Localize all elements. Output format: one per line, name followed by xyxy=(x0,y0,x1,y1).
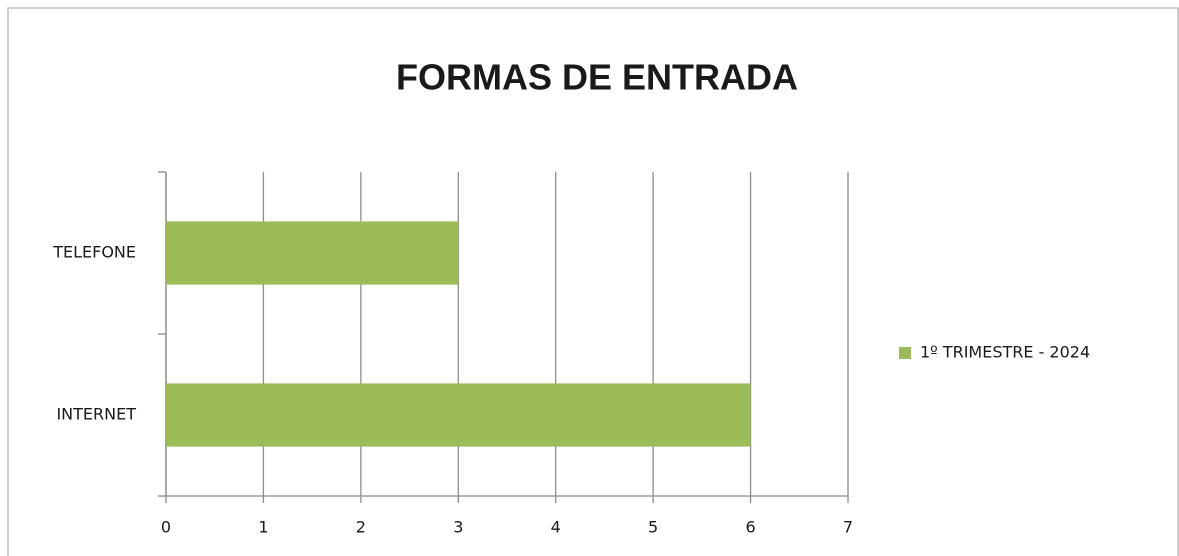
y-tick-label: TELEFONE xyxy=(52,243,136,262)
chart-title: FORMAS DE ENTRADA xyxy=(396,57,798,98)
x-tick-label: 2 xyxy=(356,518,366,537)
legend-label: 1º TRIMESTRE - 2024 xyxy=(920,343,1090,362)
x-tick-label: 6 xyxy=(745,518,755,537)
x-tick-label: 4 xyxy=(551,518,561,537)
x-tick-label: 5 xyxy=(648,518,658,537)
bar xyxy=(166,383,751,447)
x-tick-label: 7 xyxy=(843,518,853,537)
x-tick-label: 1 xyxy=(258,518,268,537)
legend-swatch xyxy=(899,347,911,359)
bar xyxy=(166,221,459,285)
x-tick-label: 3 xyxy=(453,518,463,537)
chart-frame xyxy=(7,7,1179,556)
x-tick-label: 0 xyxy=(161,518,171,537)
y-tick-label: INTERNET xyxy=(56,405,136,424)
